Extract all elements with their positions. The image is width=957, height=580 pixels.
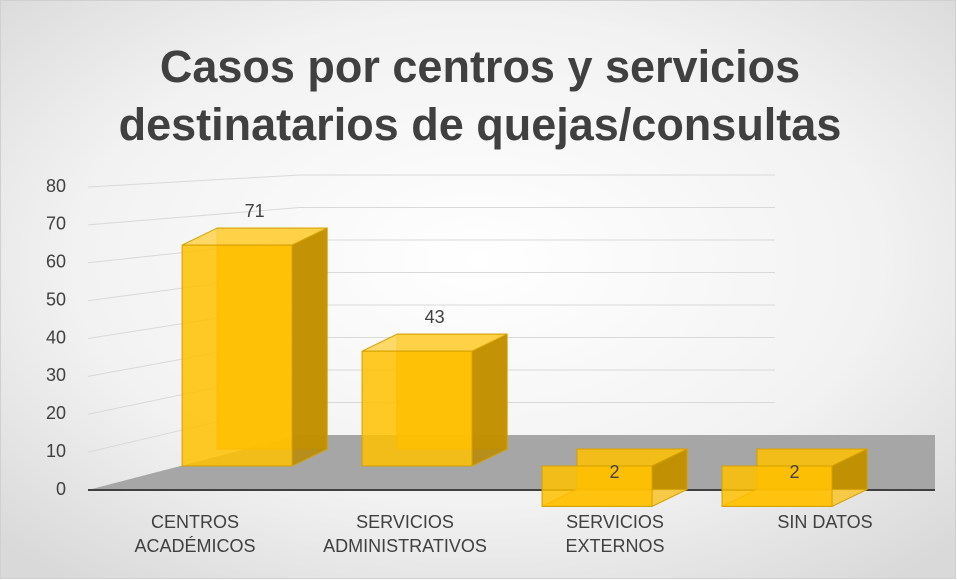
bar: [721, 448, 868, 508]
bar: [181, 227, 328, 467]
x-tick-label: SERVICIOS ADMINISTRATIVOS: [323, 512, 487, 556]
bar-front: [181, 244, 293, 467]
y-tick-label: 80: [46, 176, 66, 196]
data-label: 71: [245, 201, 265, 221]
data-label: 2: [610, 462, 620, 482]
x-tick-label: CENTROS ACADÉMICOS: [134, 512, 256, 556]
y-tick-label: 40: [46, 327, 66, 347]
bar-front: [361, 350, 473, 467]
x-tick-label: SIN DATOS: [777, 512, 873, 532]
bar-front: [721, 465, 833, 507]
bar: [361, 333, 508, 467]
grid-line: [87, 174, 301, 188]
data-label: 43: [425, 307, 445, 327]
y-tick-label: 30: [46, 365, 66, 385]
y-tick-label: 20: [46, 403, 66, 423]
y-tick-label: 70: [46, 214, 66, 234]
grid-line: [87, 207, 301, 226]
y-tick-label: 50: [46, 289, 66, 309]
y-tick-label: 10: [46, 441, 66, 461]
bar-side: [291, 227, 328, 467]
bar: [541, 448, 688, 508]
x-tick-label: SERVICIOS EXTERNOS: [565, 512, 665, 556]
bar-side: [471, 333, 508, 467]
bar-front: [541, 465, 653, 507]
y-tick-label: 60: [46, 252, 66, 272]
data-label: 2: [790, 462, 800, 482]
chart-title: Casos por centros y servicios destinatar…: [118, 41, 842, 150]
y-tick-label: 0: [56, 479, 66, 499]
